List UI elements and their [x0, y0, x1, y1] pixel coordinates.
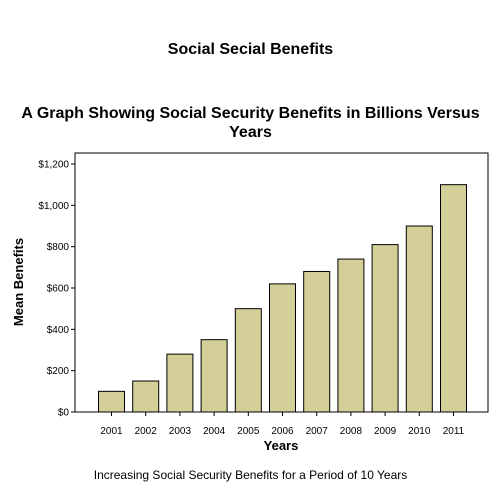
bar-2003	[166, 353, 194, 413]
bar-2004	[200, 339, 228, 413]
x-tick-label: 2011	[443, 426, 465, 437]
x-axis: 2001 2002 2003 2004 2005 2006 2007 2008 2009 2010…	[100, 412, 465, 437]
y-tick-label: $400	[47, 325, 70, 336]
page-title: Social Secial Benefits	[167, 41, 334, 58]
chart-caption: Increasing Social Security Benefits for …	[93, 468, 408, 482]
y-axis: $0 $200 $400 $600 $800 $1,000 $1,200	[38, 160, 75, 419]
y-tick-label: $1,200	[38, 160, 69, 171]
x-tick-label: 2001	[100, 426, 123, 437]
x-axis-title: Years	[264, 438, 299, 453]
bar-2002	[132, 380, 160, 413]
y-tick-label: $200	[47, 366, 70, 377]
chart-title: A Graph Showing Social Security Benefits…	[0, 104, 501, 142]
bar-2009	[371, 244, 399, 413]
y-tick-label: $1,000	[38, 201, 69, 212]
x-tick-label: 2006	[271, 426, 294, 437]
x-tick-label: 2004	[203, 426, 226, 437]
x-tick-label: 2005	[237, 426, 260, 437]
y-tick-label: $800	[47, 242, 70, 253]
x-tick-label: 2003	[169, 426, 192, 437]
x-tick-label: 2007	[306, 426, 329, 437]
y-tick-label: $600	[47, 284, 70, 295]
x-tick-label: 2010	[408, 426, 431, 437]
x-tick-label: 2008	[340, 426, 363, 437]
y-tick-label: $0	[58, 408, 70, 419]
x-tick-label: 2009	[374, 426, 397, 437]
bar-2007	[303, 270, 331, 413]
bar-2006	[269, 283, 296, 413]
bar-2005	[234, 308, 262, 413]
y-axis-title: Mean Benefits	[11, 238, 26, 326]
bar-2001	[98, 390, 125, 413]
bars	[98, 184, 467, 413]
x-tick-label: 2002	[135, 426, 158, 437]
chart-title-line-1: A Graph Showing Social Security Benefits…	[21, 105, 480, 122]
chart-title-line-2: Years	[229, 124, 272, 141]
bar-2011	[440, 184, 467, 413]
bar-2010	[405, 225, 433, 413]
bar-2008	[337, 258, 365, 413]
